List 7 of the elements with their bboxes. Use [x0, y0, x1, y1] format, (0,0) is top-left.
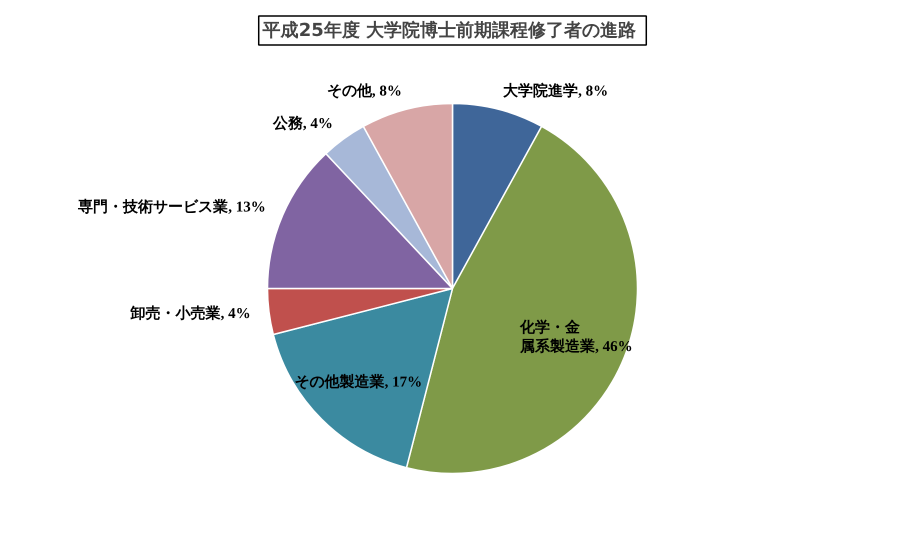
slice-label: その他, 8% [326, 82, 402, 100]
chart-title: 平成25年度 大学院博士前期課程修了者の進路 [262, 20, 636, 41]
slice-label: その他製造業, 17% [294, 374, 422, 391]
slice-label: 大学院進学, 8% [503, 82, 608, 100]
slice-label: 公務, 4% [272, 114, 333, 132]
slice-label: 卸売・小売業, 4% [130, 305, 251, 322]
slice-label: 専門・技術サービス業, 13% [77, 198, 266, 216]
